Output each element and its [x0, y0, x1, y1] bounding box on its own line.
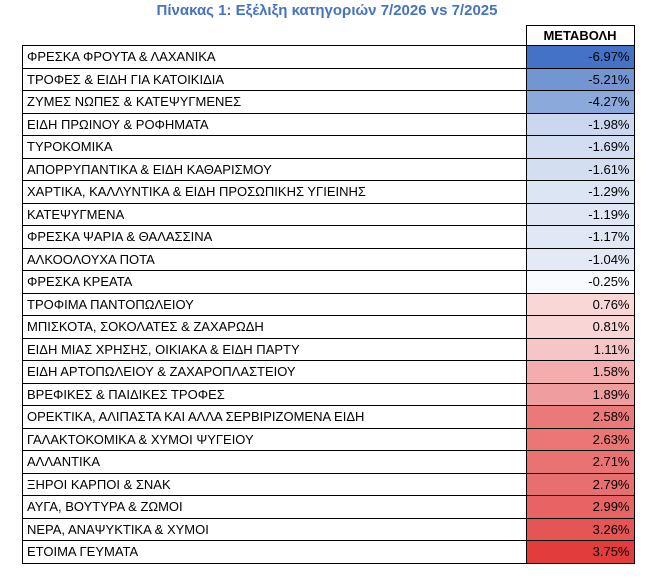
- table-row: ΝΕΡΑ, ΑΝΑΨΥΚΤΙΚΑ & ΧΥΜΟΙ 3.26%: [22, 517, 635, 541]
- change-cell: -1.17%: [525, 225, 635, 249]
- change-cell: 3.75%: [525, 540, 635, 564]
- change-cell: 0.76%: [525, 292, 635, 316]
- table-row: ΧΑΡΤΙΚΑ, ΚΑΛΛΥΝΤΙΚΑ & ΕΙΔΗ ΠΡΟΣΩΠΙΚΗΣ ΥΓ…: [22, 180, 635, 204]
- change-cell: 2.79%: [525, 472, 635, 496]
- change-cell: 1.11%: [525, 337, 635, 361]
- category-cell: ΦΡΕΣΚΑ ΚΡΕΑΤΑ: [22, 270, 527, 294]
- table-row: ΑΛΚΟΟΛΟΥΧΑ ΠΟΤΑ -1.04%: [22, 247, 635, 271]
- change-cell: -4.27%: [525, 90, 635, 114]
- change-cell: 2.99%: [525, 495, 635, 519]
- table-row: ΓΑΛΑΚΤΟΚΟΜΙΚΑ & ΧΥΜΟΙ ΨΥΓΕΙΟΥ 2.63%: [22, 427, 635, 451]
- change-cell: 2.63%: [525, 427, 635, 451]
- category-cell: ΕΙΔΗ ΜΙΑΣ ΧΡΗΣΗΣ, ΟΙΚΙΑΚΑ & ΕΙΔΗ ΠΑΡΤΥ: [22, 337, 527, 361]
- table-row: ΤΡΟΦΙΜΑ ΠΑΝΤΟΠΩΛΕΙΟΥ 0.76%: [22, 292, 635, 316]
- category-cell: ΕΙΔΗ ΠΡΩΙΝΟΥ & ΡΟΦΗΜΑΤΑ: [22, 112, 527, 136]
- table-row: ΦΡΕΣΚΑ ΦΡΟΥΤΑ & ΛΑΧΑΝΙΚΑ -6.97%: [22, 45, 635, 69]
- change-cell: 1.58%: [525, 360, 635, 384]
- category-cell: ΓΑΛΑΚΤΟΚΟΜΙΚΑ & ΧΥΜΟΙ ΨΥΓΕΙΟΥ: [22, 427, 527, 451]
- table-row: ΑΥΓΑ, ΒΟΥΤΥΡΑ & ΖΩΜΟΙ 2.99%: [22, 495, 635, 519]
- category-cell: ΟΡΕΚΤΙΚΑ, ΑΛΙΠΑΣΤΑ ΚΑΙ ΑΛΛΑ ΣΕΡΒΙΡΙΖΟΜΕΝ…: [22, 405, 527, 429]
- category-cell: ΚΑΤΕΨΥΓΜΕΝΑ: [22, 202, 527, 226]
- table-row: ΑΛΛΑΝΤΙΚΑ 2.71%: [22, 450, 635, 474]
- table-row: ΕΙΔΗ ΠΡΩΙΝΟΥ & ΡΟΦΗΜΑΤΑ -1.98%: [22, 112, 635, 136]
- header-row: ΜΕΤΑΒΟΛΗ: [22, 25, 635, 46]
- table-row: ΑΠΟΡΡΥΠΑΝΤΙΚΑ & ΕΙΔΗ ΚΑΘΑΡΙΣΜΟΥ -1.61%: [22, 157, 635, 181]
- table-row: ΞΗΡΟΙ ΚΑΡΠΟΙ & ΣΝΑΚ 2.79%: [22, 472, 635, 496]
- change-cell: -6.97%: [525, 45, 635, 69]
- category-cell: ΧΑΡΤΙΚΑ, ΚΑΛΛΥΝΤΙΚΑ & ΕΙΔΗ ΠΡΟΣΩΠΙΚΗΣ ΥΓ…: [22, 180, 527, 204]
- table-row: ΕΙΔΗ ΑΡΤΟΠΩΛΕΙΟΥ & ΖΑΧΑΡΟΠΛΑΣΤΕΙΟΥ 1.58%: [22, 360, 635, 384]
- table-row: ΦΡΕΣΚΑ ΚΡΕΑΤΑ -0.25%: [22, 270, 635, 294]
- header-blank: [22, 25, 527, 46]
- table-row: ΕΙΔΗ ΜΙΑΣ ΧΡΗΣΗΣ, ΟΙΚΙΑΚΑ & ΕΙΔΗ ΠΑΡΤΥ 1.…: [22, 337, 635, 361]
- table-row: ΤΥΡΟΚΟΜΙΚΑ -1.69%: [22, 135, 635, 159]
- category-cell: ΞΗΡΟΙ ΚΑΡΠΟΙ & ΣΝΑΚ: [22, 472, 527, 496]
- table-title: Πίνακας 1: Εξέλιξη κατηγοριών 7/2026 vs …: [156, 2, 498, 19]
- category-cell: ΑΥΓΑ, ΒΟΥΤΥΡΑ & ΖΩΜΟΙ: [22, 495, 527, 519]
- table: ΜΕΤΑΒΟΛΗ ΦΡΕΣΚΑ ΦΡΟΥΤΑ & ΛΑΧΑΝΙΚΑ -6.97% Τ…: [22, 25, 635, 564]
- category-cell: ΑΛΛΑΝΤΙΚΑ: [22, 450, 527, 474]
- table-row: ΜΠΙΣΚΟΤΑ, ΣΟΚΟΛΑΤΕΣ & ΖΑΧΑΡΩΔΗ 0.81%: [22, 315, 635, 339]
- category-cell: ΑΠΟΡΡΥΠΑΝΤΙΚΑ & ΕΙΔΗ ΚΑΘΑΡΙΣΜΟΥ: [22, 157, 527, 181]
- category-cell: ΝΕΡΑ, ΑΝΑΨΥΚΤΙΚΑ & ΧΥΜΟΙ: [22, 517, 527, 541]
- category-cell: ΤΡΟΦΕΣ & ΕΙΔΗ ΓΙΑ ΚΑΤΟΙΚΙΔΙΑ: [22, 67, 527, 91]
- column-header: ΜΕΤΑΒΟΛΗ: [525, 25, 635, 46]
- table-row: ΒΡΕΦΙΚΕΣ & ΠΑΙΔΙΚΕΣ ΤΡΟΦΕΣ 1.89%: [22, 382, 635, 406]
- change-cell: 1.89%: [525, 382, 635, 406]
- table-body: ΦΡΕΣΚΑ ΦΡΟΥΤΑ & ΛΑΧΑΝΙΚΑ -6.97% ΤΡΟΦΕΣ & Ε…: [22, 45, 635, 564]
- change-cell: -1.19%: [525, 202, 635, 226]
- category-cell: ΕΤΟΙΜΑ ΓΕΥΜΑΤΑ: [22, 540, 527, 564]
- category-cell: ΦΡΕΣΚΑ ΨΑΡΙΑ & ΘΑΛΑΣΣΙΝΑ: [22, 225, 527, 249]
- change-cell: -1.69%: [525, 135, 635, 159]
- change-cell: -1.61%: [525, 157, 635, 181]
- table-row: ΦΡΕΣΚΑ ΨΑΡΙΑ & ΘΑΛΑΣΣΙΝΑ -1.17%: [22, 225, 635, 249]
- category-cell: ΑΛΚΟΟΛΟΥΧΑ ΠΟΤΑ: [22, 247, 527, 271]
- category-cell: ΕΙΔΗ ΑΡΤΟΠΩΛΕΙΟΥ & ΖΑΧΑΡΟΠΛΑΣΤΕΙΟΥ: [22, 360, 527, 384]
- change-cell: 2.58%: [525, 405, 635, 429]
- table-row: ΤΡΟΦΕΣ & ΕΙΔΗ ΓΙΑ ΚΑΤΟΙΚΙΔΙΑ -5.21%: [22, 67, 635, 91]
- change-cell: -0.25%: [525, 270, 635, 294]
- change-cell: 0.81%: [525, 315, 635, 339]
- table-row: ΚΑΤΕΨΥΓΜΕΝΑ -1.19%: [22, 202, 635, 226]
- table-row: ΕΤΟΙΜΑ ΓΕΥΜΑΤΑ 3.75%: [22, 540, 635, 564]
- change-cell: -1.98%: [525, 112, 635, 136]
- category-cell: ΤΥΡΟΚΟΜΙΚΑ: [22, 135, 527, 159]
- change-cell: -5.21%: [525, 67, 635, 91]
- change-cell: 3.26%: [525, 517, 635, 541]
- category-cell: ΖΥΜΕΣ ΝΩΠΕΣ & ΚΑΤΕΨΥΓΜΕΝΕΣ: [22, 90, 527, 114]
- category-cell: ΤΡΟΦΙΜΑ ΠΑΝΤΟΠΩΛΕΙΟΥ: [22, 292, 527, 316]
- change-cell: 2.71%: [525, 450, 635, 474]
- category-cell: ΒΡΕΦΙΚΕΣ & ΠΑΙΔΙΚΕΣ ΤΡΟΦΕΣ: [22, 382, 527, 406]
- change-cell: -1.04%: [525, 247, 635, 271]
- category-cell: ΜΠΙΣΚΟΤΑ, ΣΟΚΟΛΑΤΕΣ & ΖΑΧΑΡΩΔΗ: [22, 315, 527, 339]
- table-row: ΖΥΜΕΣ ΝΩΠΕΣ & ΚΑΤΕΨΥΓΜΕΝΕΣ -4.27%: [22, 90, 635, 114]
- table-row: ΟΡΕΚΤΙΚΑ, ΑΛΙΠΑΣΤΑ ΚΑΙ ΑΛΛΑ ΣΕΡΒΙΡΙΖΟΜΕΝ…: [22, 405, 635, 429]
- category-cell: ΦΡΕΣΚΑ ΦΡΟΥΤΑ & ΛΑΧΑΝΙΚΑ: [22, 45, 527, 69]
- change-cell: -1.29%: [525, 180, 635, 204]
